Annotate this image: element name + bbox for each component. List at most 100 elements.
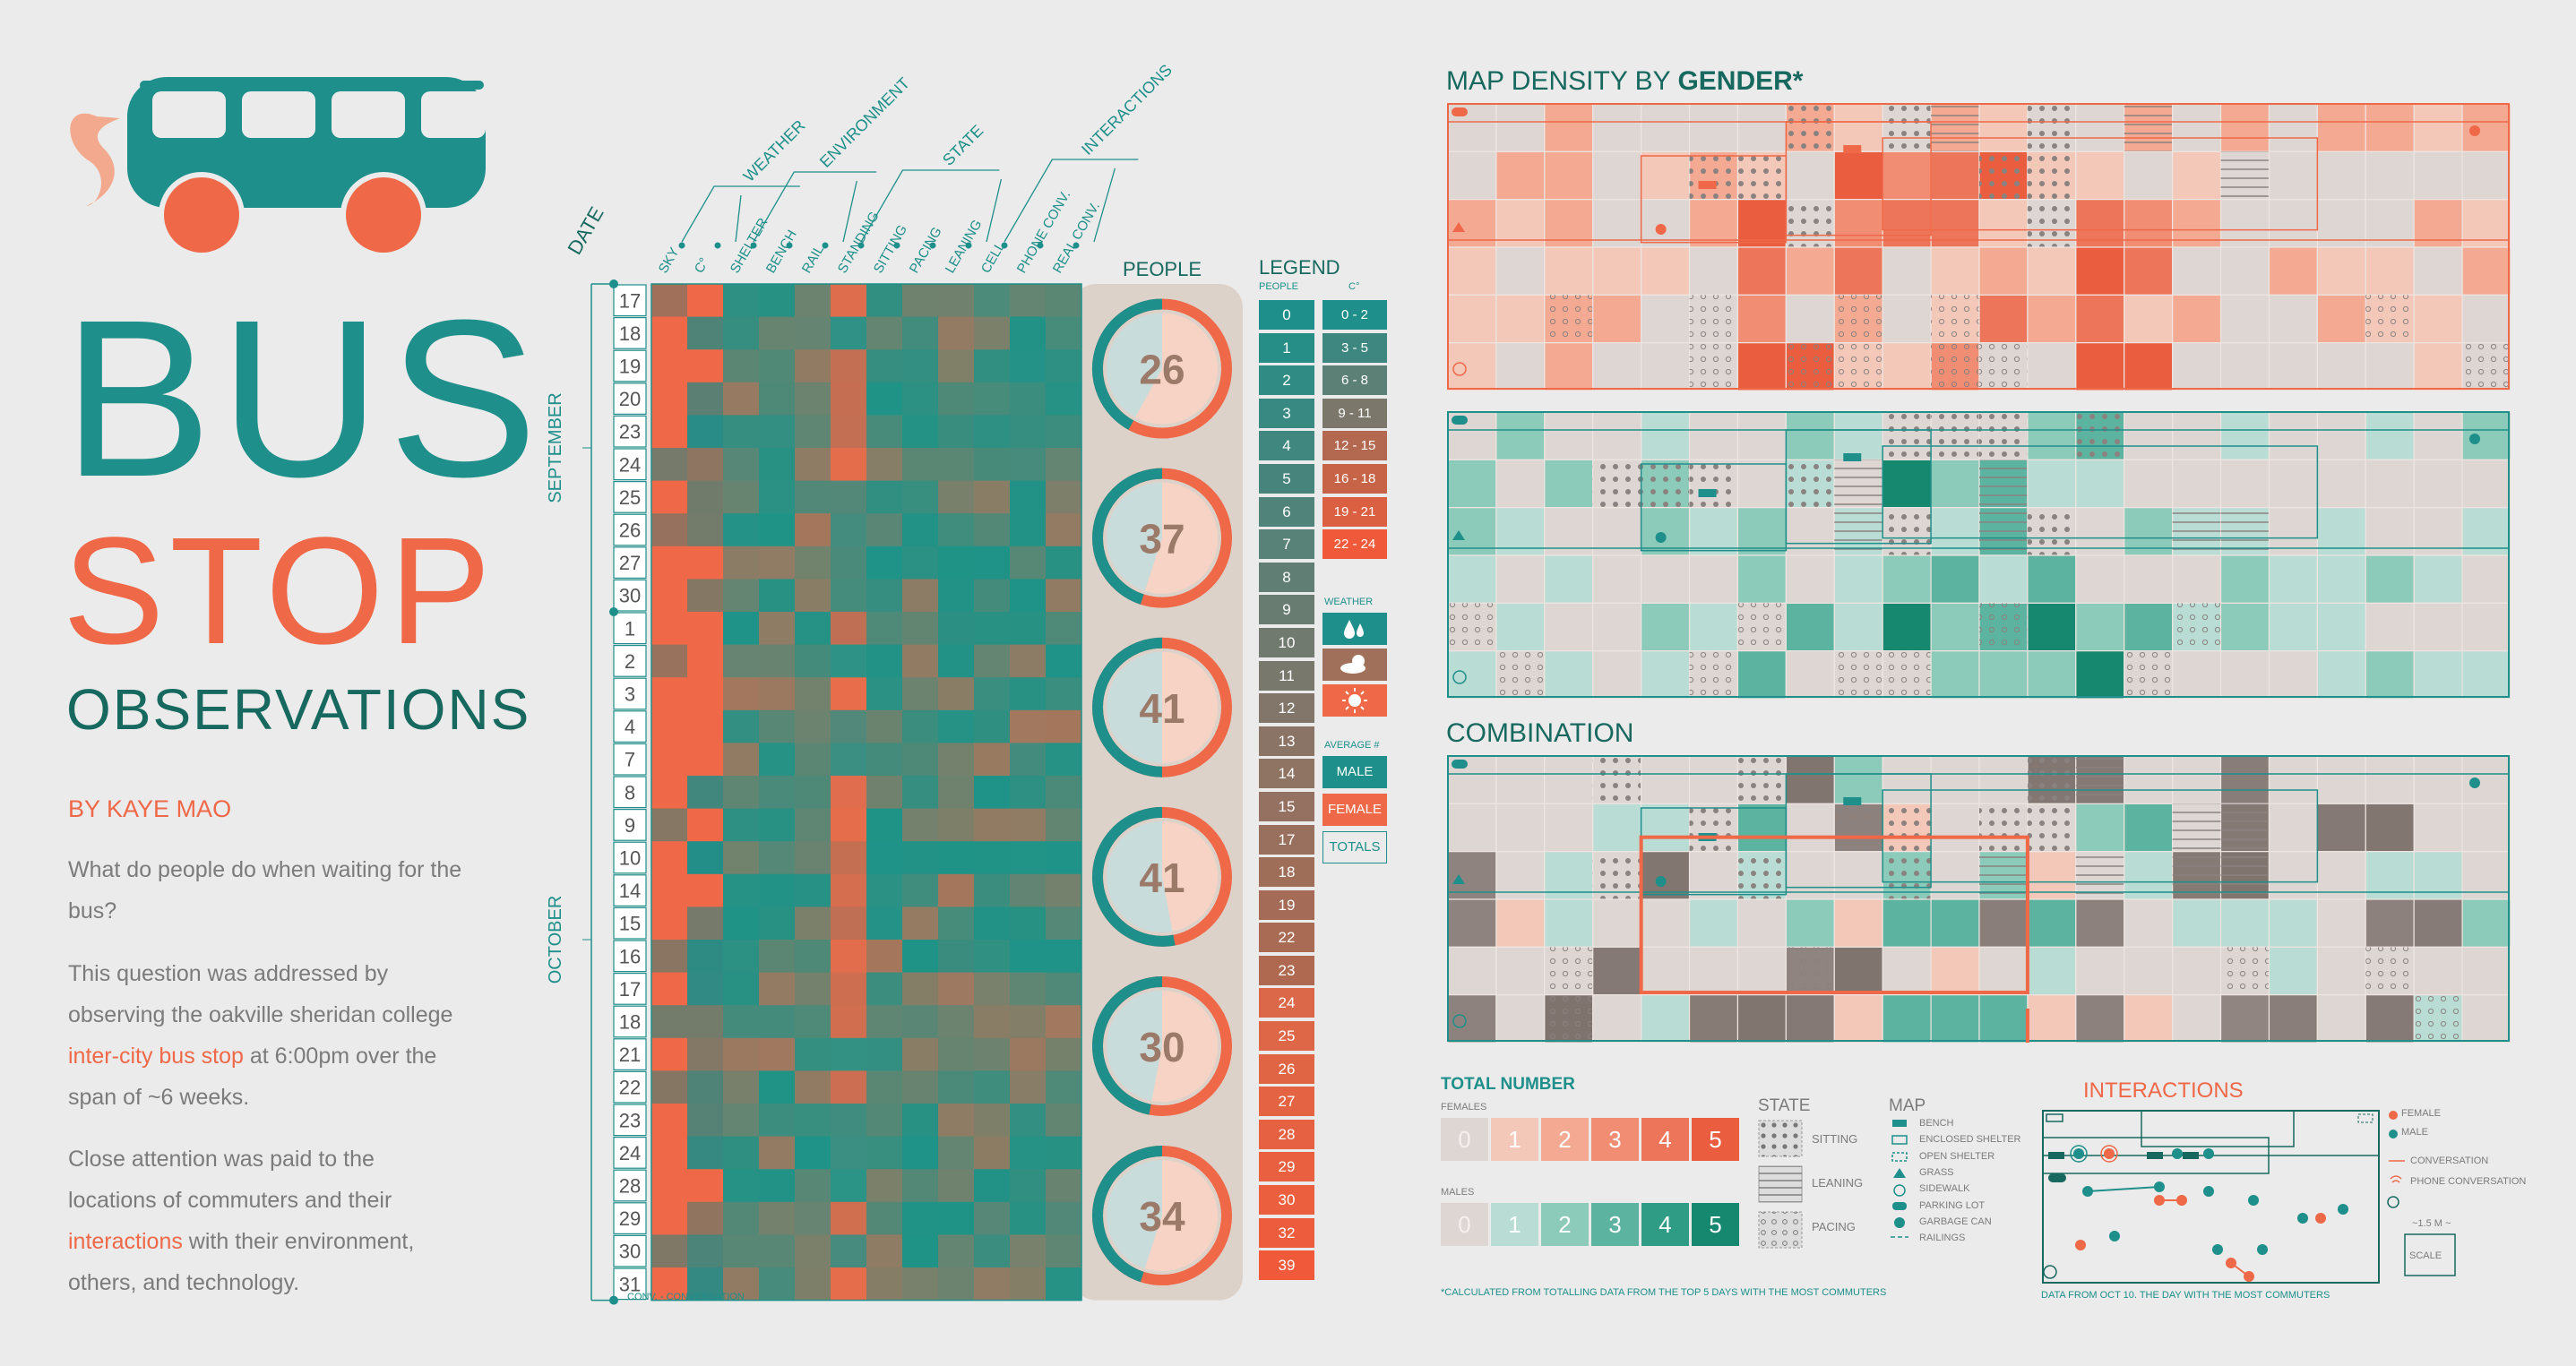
heatmap-cell [687,1037,724,1071]
heatmap-cell [759,579,796,613]
heatmap-cell [1010,284,1047,318]
heatmap-cell [687,644,724,678]
date-box [613,906,647,940]
heatmap-cell [723,776,760,810]
heatmap-cell [687,284,724,318]
heatmap-cell [759,1037,796,1071]
heatmap-cell [759,1104,796,1138]
column-label: C° [692,255,712,276]
map-cell [1447,507,1497,556]
observation-heatmap: 1718192023242526273012347891014151617182… [546,63,1243,1305]
heatmap-cell [938,284,975,318]
map-cell [2124,898,2174,948]
heatmap-cell [831,1169,867,1203]
heatmap-cell [938,841,975,875]
heatmap-cell [795,906,831,941]
group-label: INTERACTIONS [1078,63,1176,159]
heatmap-cell [938,612,975,646]
map-cell [2461,898,2511,948]
map-cell [2365,507,2415,556]
heatmap-cell [902,1169,939,1203]
heatmap-cell [831,382,867,416]
map-cell [1785,554,1835,604]
map-cell [2219,459,2270,509]
heatmap-cell [723,743,760,777]
heatmap-cell [687,349,724,383]
map-cell [2075,650,2125,700]
map-cell [1447,650,1497,700]
heatmap-cell [974,808,1011,842]
map-cell [1495,554,1546,604]
heatmap-cell [938,1070,975,1104]
heatmap-cell [831,808,867,842]
map-cell [1495,755,1546,804]
heatmap-cell [759,612,796,646]
map-cell [1495,994,1546,1044]
heatmap-cell [795,1005,831,1039]
male-dot [2297,1213,2308,1224]
heatmap-cell [866,776,903,810]
map-key-label: GRASS [1919,1166,1954,1178]
map-cell [1833,946,1883,996]
heatmap-cell [1046,677,1082,711]
map-cell [1544,411,1594,460]
map-cell [1495,946,1546,996]
date-label: 17 [619,978,641,1001]
heatmap-cell [902,677,939,711]
map-cell [2413,803,2463,853]
people-donut: 34 [1091,1146,1232,1286]
map-cell [1736,803,1787,853]
map-cell [1544,342,1594,391]
heatmap-cell [723,906,760,941]
map-cell [1785,755,1835,804]
heatmap-cell [687,513,724,547]
legend-male: MALE [1322,756,1387,788]
heatmap-cell [723,612,760,646]
legend-temp-swatch: 3 - 5 [1322,332,1387,363]
legend-people-swatch: 30 [1259,1185,1314,1216]
heatmap-cell [795,448,831,482]
map-cell [1882,755,1932,804]
open-shelter-icon [1891,1152,1908,1162]
heatmap-cell [974,972,1011,1006]
heatmap-cell [866,1234,903,1268]
heatmap-cell [1046,546,1082,580]
heatmap-cell [723,1169,760,1203]
heatmap-cell [1046,382,1082,416]
map-cell [2316,103,2366,152]
total-number-title: TOTAL NUMBER [1441,1075,1575,1094]
map-cell [2268,994,2318,1044]
map-cell [2461,554,2511,604]
map-cell [2219,342,2270,391]
heatmap-cell [866,1267,903,1302]
heatmap-cell [795,743,831,777]
heatmap-cell [795,513,831,547]
state-leaning: LEANING [1812,1176,1864,1190]
map-cell [1833,199,1883,248]
heatmap-cell [831,415,867,449]
group-label: ENVIRONMENT [816,74,913,171]
legend-temp-swatch: 19 - 21 [1322,496,1387,527]
map-cell [1882,150,1932,201]
heatmap-cell [759,1169,796,1203]
map-cell [1882,294,1932,344]
heatmap-cell [723,1136,760,1170]
map-cell [2413,103,2463,152]
heatmap-cell [723,841,760,875]
map-cell [1592,103,1642,152]
heatmap-cell [974,940,1011,974]
count-swatch: 4 [1641,1203,1689,1246]
people-total: 34 [1139,1193,1185,1240]
map-cell [1688,554,1739,604]
map-cell [2365,650,2415,700]
author: BY KAYE MAO [68,795,232,822]
map-cell [1930,150,1980,201]
heatmap-cell [1010,1070,1047,1104]
heatmap-cell [1046,1201,1082,1235]
map-cell [2365,898,2415,948]
heatmap-cell [938,1201,975,1235]
map-cell [1882,602,1932,652]
date-box [613,841,647,874]
map-cell [2413,851,2463,900]
map-cell [2075,103,2125,152]
